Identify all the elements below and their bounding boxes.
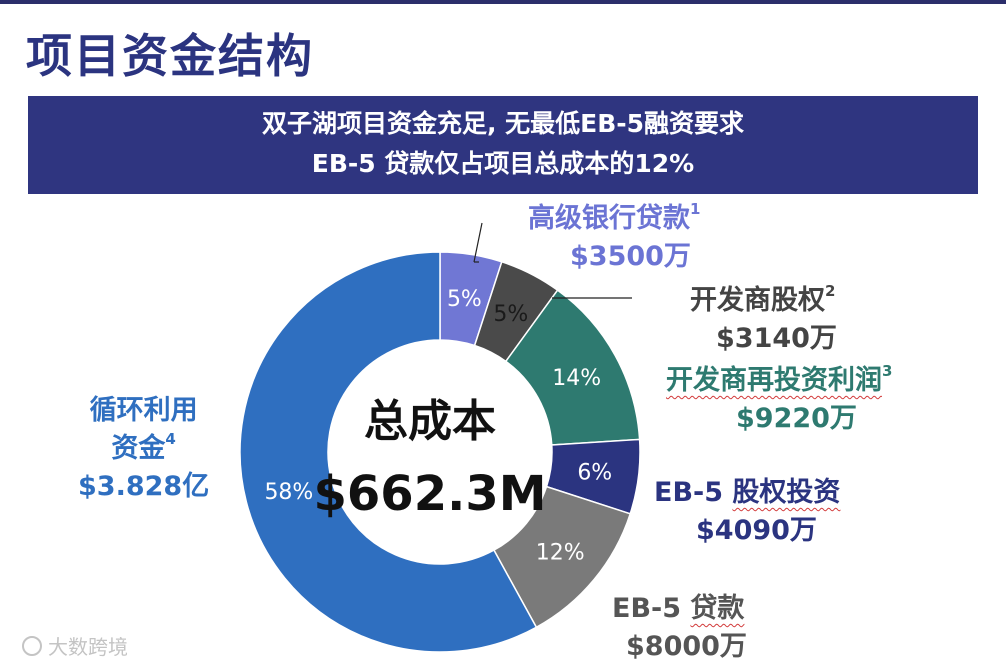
label-bank-loan-amount: $3500万	[570, 241, 691, 272]
watermark-logo-icon	[22, 635, 42, 656]
donut-percent-label-5: 58%	[264, 480, 313, 505]
label-recycled-line2: 资金	[111, 433, 166, 464]
label-dev-profit-note: 3	[882, 362, 893, 380]
donut-slice-5	[239, 251, 538, 653]
label-eb5-equity: EB-5 股权投资 $4090万	[654, 474, 840, 550]
donut-slices	[239, 251, 641, 653]
watermark: 大数跨境	[22, 631, 128, 660]
label-recycled-amount: $3.828亿	[78, 471, 210, 502]
leader-line-bank-loan	[473, 222, 483, 263]
label-eb5-loan-amount: $8000万	[626, 631, 747, 662]
top-rule	[0, 0, 1006, 4]
donut-percent-label-4: 12%	[536, 540, 585, 565]
donut-percent-label-0: 5%	[447, 287, 482, 312]
donut-percent-label-1: 5%	[493, 302, 528, 327]
label-recycled: 循环利用 资金4 $3.828亿	[78, 392, 209, 506]
label-recycled-line1: 循环利用	[89, 395, 198, 426]
label-eb5-loan-word: 贷款	[690, 593, 745, 624]
label-eb5-equity-amount: $4090万	[696, 515, 817, 546]
label-dev-equity-note: 2	[825, 282, 836, 300]
watermark-text: 大数跨境	[48, 635, 128, 659]
label-bank-loan-note: 1	[690, 200, 701, 218]
label-eb5-equity-word: 股权投资	[732, 477, 841, 508]
donut-percent-label-2: 14%	[552, 366, 601, 391]
label-dev-equity: 开发商股权2 $3140万	[690, 282, 837, 358]
label-dev-profit-name: 开发商再投资利润	[666, 365, 882, 396]
center-value: $662.3M	[314, 466, 547, 522]
label-dev-equity-name: 开发商股权	[690, 285, 825, 316]
label-bank-loan-name: 高级银行贷款	[528, 203, 690, 234]
banner-line-2: EB-5 贷款仅占项目总成本的12%	[311, 149, 695, 178]
donut-percent-labels: 5% 5% 14% 6% 12% 58%	[264, 287, 612, 566]
label-dev-equity-amount: $3140万	[716, 323, 837, 354]
banner-line-1: 双子湖项目资金充足, 无最低EB-5融资要求	[261, 109, 745, 138]
center-title: 总成本	[364, 396, 496, 447]
page-title: 项目资金结构	[26, 29, 314, 83]
donut-percent-label-3: 6%	[577, 461, 612, 486]
label-eb5-loan: EB-5 贷款 $8000万	[612, 590, 747, 666]
headline-banner: 双子湖项目资金充足, 无最低EB-5融资要求 EB-5 贷款仅占项目总成本的12…	[28, 96, 978, 194]
label-eb5-equity-prefix: EB-5	[654, 477, 733, 508]
label-eb5-loan-prefix: EB-5	[612, 593, 691, 624]
label-recycled-note: 4	[165, 430, 176, 448]
label-dev-profit-amount: $9220万	[736, 403, 857, 434]
label-bank-loan: 高级银行贷款1 $3500万	[528, 200, 700, 276]
label-dev-profit: 开发商再投资利润3 $9220万	[666, 362, 892, 438]
